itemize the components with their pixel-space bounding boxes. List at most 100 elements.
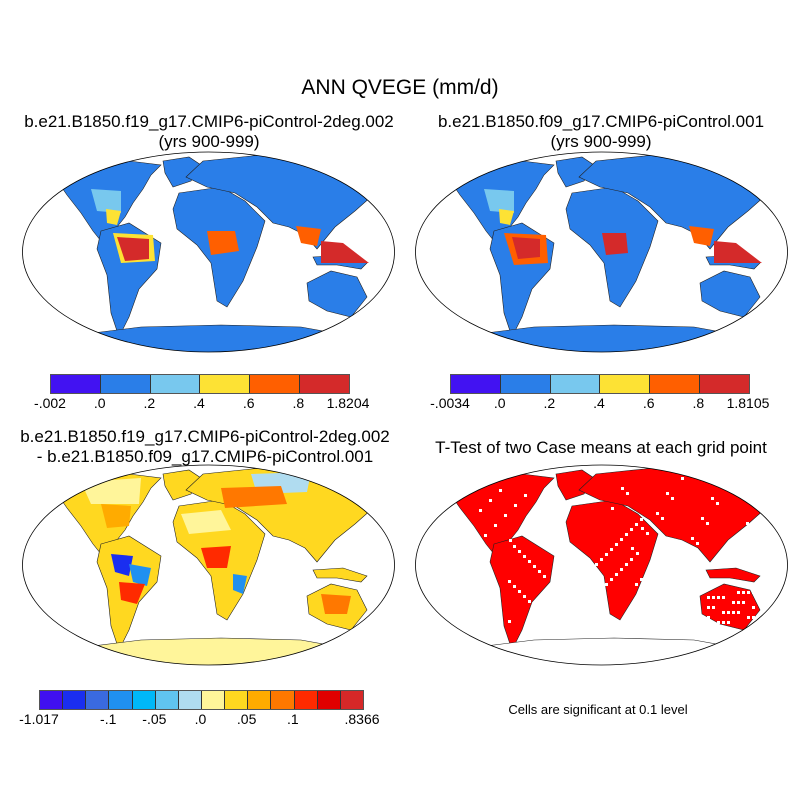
nonsignificant-cell bbox=[590, 568, 593, 571]
nonsignificant-cell bbox=[635, 523, 638, 526]
colorbar-box bbox=[100, 375, 151, 393]
nonsignificant-cell bbox=[732, 611, 735, 614]
colorbar-box bbox=[700, 375, 749, 393]
nonsignificant-cell bbox=[646, 532, 649, 535]
nonsignificant-cell bbox=[514, 504, 517, 507]
field-patch bbox=[119, 582, 145, 604]
map-panel-ttest bbox=[415, 464, 788, 666]
nonsignificant-cell bbox=[631, 547, 634, 550]
nonsignificant-cell bbox=[605, 553, 608, 556]
nonsignificant-cell bbox=[524, 494, 527, 497]
field-patch bbox=[499, 209, 514, 225]
map-border bbox=[22, 151, 395, 353]
colorbar-box bbox=[201, 691, 226, 709]
landmass-antarctica bbox=[453, 324, 750, 352]
nonsignificant-cell bbox=[641, 527, 644, 530]
nonsignificant-cell bbox=[509, 539, 512, 542]
colorbar-box bbox=[51, 375, 101, 393]
nonsignificant-cell bbox=[523, 595, 526, 598]
colorbar-label: -.002 bbox=[34, 395, 66, 411]
colorbar-label: -.05 bbox=[142, 711, 167, 727]
nonsignificant-cell bbox=[513, 545, 516, 548]
nonsignificant-cell bbox=[722, 611, 725, 614]
nonsignificant-cell bbox=[707, 606, 710, 609]
nonsignificant-cell bbox=[741, 547, 744, 550]
nonsignificant-cell bbox=[533, 605, 536, 608]
panel2-years: (yrs 900-999) bbox=[550, 132, 652, 151]
colorbar-label: .8 bbox=[692, 395, 705, 411]
nonsignificant-cell bbox=[636, 552, 639, 555]
colorbar-box bbox=[500, 375, 551, 393]
colorbar-label: .6 bbox=[642, 395, 655, 411]
nonsignificant-cell bbox=[610, 548, 613, 551]
colorbar-box bbox=[600, 375, 651, 393]
nonsignificant-cell bbox=[706, 522, 709, 525]
colorbar-label: -1.017 bbox=[19, 711, 59, 727]
colorbar-label: 1.8105 bbox=[726, 395, 770, 411]
nonsignificant-cell bbox=[671, 497, 674, 500]
field-patch bbox=[129, 564, 151, 586]
nonsignificant-cell bbox=[711, 497, 714, 500]
nonsignificant-cell bbox=[742, 601, 745, 604]
map-panel-difference bbox=[22, 464, 395, 666]
nonsignificant-cell bbox=[519, 529, 522, 532]
colorbar-label: .2 bbox=[143, 395, 156, 411]
field-patch bbox=[207, 231, 239, 255]
landmass-indonesia bbox=[312, 567, 368, 583]
nonsignificant-cell bbox=[752, 606, 755, 609]
nonsignificant-cell bbox=[696, 542, 699, 545]
colorbar-case2 bbox=[450, 374, 750, 394]
colorbar-label: .1 bbox=[286, 711, 299, 727]
panel2-case-name: b.e21.B1850.f09_g17.CMIP6-piControl.001 bbox=[437, 112, 765, 131]
colorbar-box bbox=[300, 375, 349, 393]
nonsignificant-cell bbox=[489, 499, 492, 502]
landmass-australia bbox=[306, 270, 368, 318]
nonsignificant-cell bbox=[518, 590, 521, 593]
nonsignificant-cell bbox=[732, 601, 735, 604]
nonsignificant-cell bbox=[666, 492, 669, 495]
colorbar-label: -.1 bbox=[100, 711, 117, 727]
field-patch bbox=[484, 189, 514, 213]
nonsignificant-cell bbox=[585, 603, 588, 606]
landmass-australia bbox=[699, 583, 761, 631]
nonsignificant-cell bbox=[701, 517, 704, 520]
colorbar-box bbox=[317, 691, 341, 709]
colorbar-box bbox=[63, 691, 87, 709]
colorbar-box bbox=[248, 691, 272, 709]
field-patch bbox=[689, 226, 714, 246]
colorbar-label: .0 bbox=[493, 395, 506, 411]
significance-note: Cells are significant at 0.1 level bbox=[508, 702, 688, 717]
panel1-years: (yrs 900-999) bbox=[158, 132, 260, 151]
panel3-case-b: - b.e21.B1850.f09_g17.CMIP6-piControl.00… bbox=[36, 447, 374, 466]
colorbar-box bbox=[250, 375, 301, 393]
nonsignificant-cell bbox=[752, 616, 755, 619]
figure-title: ANN QVEGE (mm/d) bbox=[301, 76, 499, 99]
colorbar-label: -.0034 bbox=[430, 395, 470, 411]
colorbar-label: .4 bbox=[193, 395, 205, 411]
field-patch bbox=[91, 189, 121, 213]
panel1-case-name: b.e21.B1850.f19_g17.CMIP6-piControl-2deg… bbox=[24, 112, 394, 131]
nonsignificant-cell bbox=[538, 570, 541, 573]
field-patch bbox=[106, 209, 121, 225]
nonsignificant-cell bbox=[630, 558, 633, 561]
nonsignificant-cell bbox=[722, 621, 725, 624]
colorbar-label: 1.8204 bbox=[326, 395, 370, 411]
nonsignificant-cell bbox=[600, 558, 603, 561]
nonsignificant-cell bbox=[590, 598, 593, 601]
field-patch bbox=[321, 594, 351, 614]
nonsignificant-cell bbox=[751, 527, 754, 530]
landmass-antarctica bbox=[453, 637, 750, 665]
panel4-title: T-Test of two Case means at each grid po… bbox=[435, 438, 767, 457]
nonsignificant-cell bbox=[717, 596, 720, 599]
nonsignificant-cell bbox=[543, 575, 546, 578]
colorbar-label: .8 bbox=[292, 395, 305, 411]
nonsignificant-cell bbox=[600, 588, 603, 591]
nonsignificant-cell bbox=[543, 615, 546, 618]
nonsignificant-cell bbox=[504, 514, 507, 517]
nonsignificant-cell bbox=[615, 573, 618, 576]
nonsignificant-cell bbox=[737, 591, 740, 594]
colorbar-box bbox=[200, 375, 251, 393]
colorbar-box bbox=[109, 691, 133, 709]
colorbar-box bbox=[550, 375, 601, 393]
